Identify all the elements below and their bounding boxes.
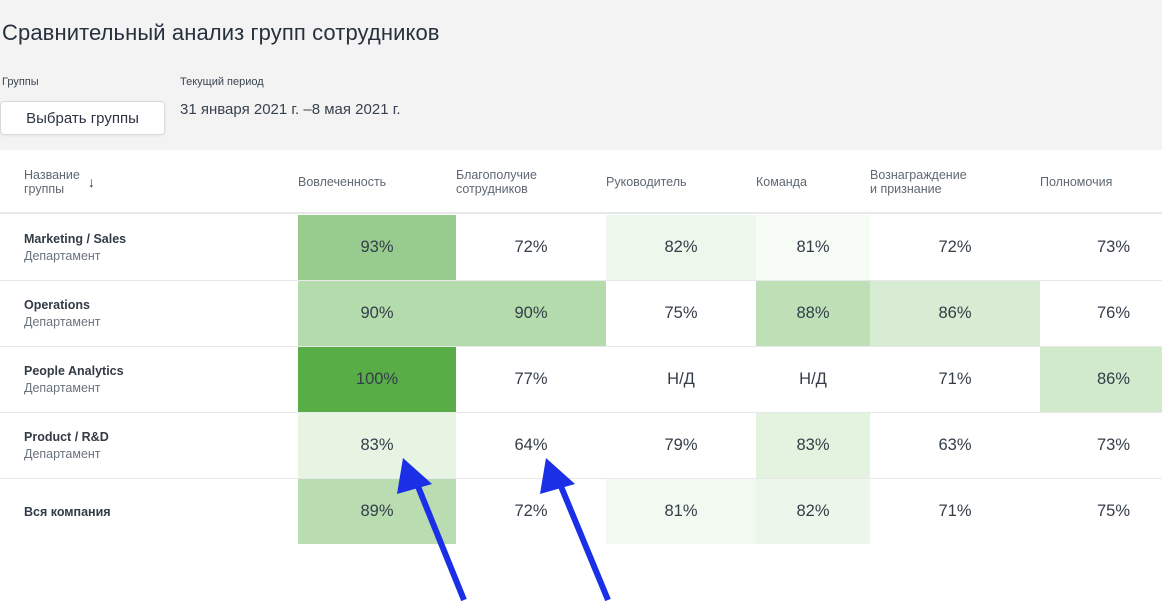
score-cell[interactable]: Н/Д [606,347,756,412]
group-name: Marketing / Sales [24,232,127,246]
header-group-name[interactable]: Название группы ↓ [24,150,284,214]
score-cell[interactable]: 89% [298,479,456,544]
score-cell[interactable]: 72% [456,215,606,280]
group-name: Product / R&D [24,430,109,444]
score-cell[interactable]: 82% [756,479,870,544]
score-cell[interactable]: 73% [1040,215,1162,280]
table-row[interactable]: People Analytics Департамент 100% 77% Н/… [0,347,1162,413]
group-type: Департамент [24,447,101,461]
header-manager[interactable]: Руководитель [606,175,687,189]
score-cell[interactable]: 63% [870,413,1040,478]
header-recognition[interactable]: Вознаграждение и признание [870,168,967,196]
group-type: Департамент [24,381,101,395]
score-cell[interactable]: 76% [1040,281,1162,346]
score-cell[interactable]: 83% [756,413,870,478]
score-cell[interactable]: 86% [870,281,1040,346]
score-cell[interactable]: 88% [756,281,870,346]
score-cell[interactable]: 81% [606,479,756,544]
header-team[interactable]: Команда [756,175,807,189]
header-panel: Сравнительный анализ групп сотрудников Г… [0,0,1162,150]
score-cell[interactable]: 83% [298,413,456,478]
group-name: Operations [24,298,90,312]
score-cell[interactable]: 93% [298,215,456,280]
groups-label: Группы [2,76,39,88]
score-cell[interactable]: 71% [870,479,1040,544]
column-header-label: Название группы [24,168,80,196]
score-cell[interactable]: 73% [1040,413,1162,478]
group-type: Департамент [24,315,101,329]
page-title: Сравнительный анализ групп сотрудников [2,20,440,45]
group-name: People Analytics [24,364,124,378]
header-empowerment[interactable]: Полномочия [1040,175,1113,189]
score-cell[interactable]: 90% [298,281,456,346]
group-type: Департамент [24,249,101,263]
score-cell[interactable]: 100% [298,347,456,412]
score-cell[interactable]: 90% [456,281,606,346]
table-row[interactable]: Вся компания 89% 72% 81% 82% 71% 75% [0,479,1162,545]
header-engagement[interactable]: Вовлеченность [298,175,387,189]
score-cell[interactable]: 75% [1040,479,1162,544]
select-groups-button[interactable]: Выбрать группы [0,101,165,135]
header-wellbeing[interactable]: Благополучие сотрудников [456,168,537,196]
score-cell[interactable]: 77% [456,347,606,412]
score-cell[interactable]: 79% [606,413,756,478]
table-row[interactable]: Operations Департамент 90% 90% 75% 88% 8… [0,281,1162,347]
group-name: Вся компания [24,504,111,519]
score-cell[interactable]: 82% [606,215,756,280]
table-row[interactable]: Marketing / Sales Департамент 93% 72% 82… [0,215,1162,281]
score-cell[interactable]: 81% [756,215,870,280]
score-cell[interactable]: 75% [606,281,756,346]
score-cell[interactable]: 72% [870,215,1040,280]
table-row[interactable]: Product / R&D Департамент 83% 64% 79% 83… [0,413,1162,479]
score-cell[interactable]: 72% [456,479,606,544]
score-cell[interactable]: 64% [456,413,606,478]
score-cell[interactable]: 71% [870,347,1040,412]
period-label: Текущий период [180,76,264,88]
score-cell[interactable]: Н/Д [756,347,870,412]
table-header: Название группы ↓ Вовлеченность Благопол… [0,150,1162,214]
sort-down-icon[interactable]: ↓ [87,174,95,190]
period-value: 31 января 2021 г. –8 мая 2021 г. [180,101,401,118]
score-cell[interactable]: 86% [1040,347,1162,412]
